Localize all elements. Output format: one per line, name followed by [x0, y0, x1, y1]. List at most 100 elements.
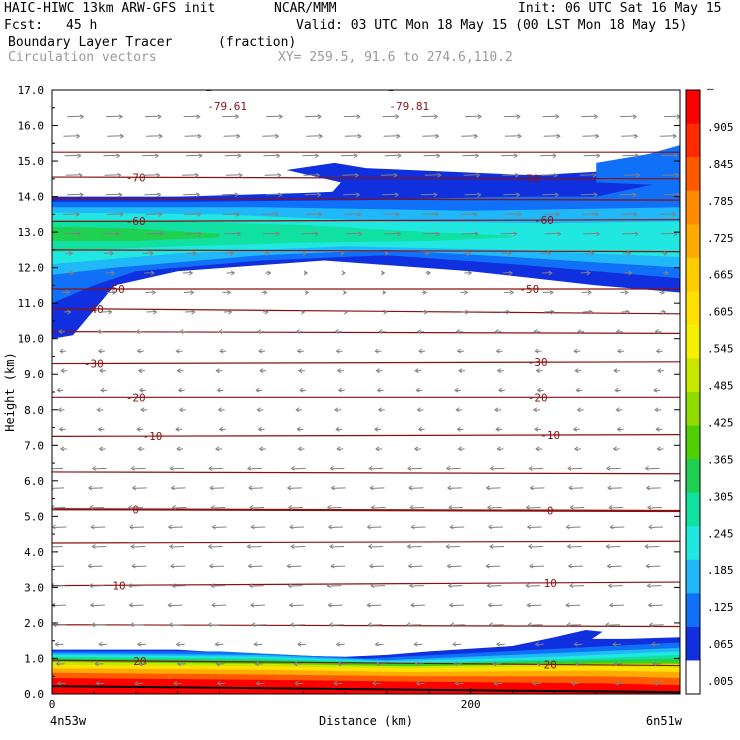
circulation-vector-head — [256, 329, 262, 335]
circulation-vector-head — [569, 583, 574, 589]
circulation-vector — [208, 624, 223, 626]
circulation-vector-head — [304, 290, 310, 295]
circulation-vector-head — [289, 524, 294, 530]
circulation-vector-head — [422, 290, 428, 295]
circulation-vector — [411, 526, 426, 529]
circulation-vector-head — [99, 368, 104, 374]
circulation-vector-head — [413, 446, 419, 452]
circulation-vector — [566, 526, 581, 529]
circulation-vector — [608, 585, 623, 587]
circulation-vector-head — [353, 153, 358, 159]
circulation-vector-head — [91, 465, 97, 471]
circulation-vector-head — [454, 387, 459, 393]
circulation-vector-head — [527, 622, 532, 628]
circulation-vector-head — [575, 387, 580, 393]
circulation-vector — [304, 115, 321, 118]
circulation-vector-head — [652, 661, 657, 667]
circulation-vector-head — [195, 192, 201, 198]
circulation-vector-head — [632, 114, 638, 120]
circulation-vector — [146, 311, 157, 313]
circulation-vector-head — [136, 348, 141, 354]
circulation-vector-head — [488, 524, 493, 530]
circulation-vector-head — [157, 192, 162, 198]
circulation-vector-head — [449, 524, 454, 530]
circulation-vector — [539, 154, 556, 157]
circulation-vector — [606, 467, 621, 470]
circulation-vector-head — [664, 270, 669, 276]
circulation-vector-head — [176, 368, 181, 374]
circulation-vector-head — [227, 290, 232, 295]
circulation-vector — [371, 585, 386, 587]
circulation-vector-head — [296, 426, 301, 432]
temperature-contour-label: -40 — [84, 303, 104, 316]
circulation-vector-head — [567, 465, 572, 471]
circulation-vector-head — [433, 192, 438, 198]
circulation-vector-head — [255, 387, 260, 393]
circulation-vector-head — [59, 446, 65, 452]
circulation-vector — [64, 154, 81, 157]
circulation-vector — [503, 193, 520, 196]
circulation-vector-head — [215, 446, 220, 452]
circulation-vector — [263, 232, 280, 235]
circulation-vector — [488, 604, 503, 607]
circulation-vector — [142, 154, 159, 157]
circulation-vector — [422, 135, 439, 137]
circulation-vector-head — [414, 368, 419, 374]
circulation-vector-head — [369, 563, 374, 569]
circulation-vector-head — [653, 387, 658, 393]
circulation-vector-head — [573, 348, 578, 354]
circulation-vector-head — [655, 348, 660, 354]
circulation-vector-head — [192, 251, 198, 256]
circulation-vector — [342, 174, 359, 176]
y-tick-label: 10.0 — [18, 333, 45, 346]
circulation-vector-head — [450, 622, 455, 628]
circulation-vector — [186, 252, 197, 254]
circulation-vector-head — [330, 563, 335, 569]
circulation-vector-head — [615, 407, 620, 413]
circulation-vector — [247, 467, 262, 470]
x-tick-label: 0 — [49, 698, 56, 711]
circulation-vector — [502, 174, 519, 176]
circulation-vector — [131, 467, 146, 470]
circulation-vector-head — [57, 407, 62, 413]
circulation-vector — [221, 193, 239, 196]
circulation-vector-head — [286, 485, 292, 491]
circulation-vector-head — [383, 309, 388, 315]
circulation-vector — [447, 487, 462, 489]
circulation-vector — [409, 585, 424, 587]
circulation-vector-head — [454, 680, 459, 686]
circulation-vector-head — [648, 622, 654, 628]
circulation-vector-head — [295, 407, 300, 413]
circulation-vector — [331, 487, 346, 489]
circulation-vector-head — [335, 641, 341, 647]
circulation-vector — [420, 193, 437, 196]
circulation-vector-head — [456, 426, 461, 432]
circulation-vector-head — [535, 661, 541, 667]
circulation-vector-head — [395, 211, 401, 217]
circulation-vector-head — [416, 407, 421, 413]
circulation-vector — [302, 154, 319, 157]
circulation-vector-head — [474, 231, 479, 237]
circulation-vector-head — [627, 251, 632, 256]
y-tick-label: 14.0 — [18, 191, 45, 204]
circulation-vector-head — [605, 465, 611, 471]
circulation-vector-head — [169, 544, 174, 549]
circulation-vector-head — [95, 680, 100, 686]
circulation-vector-head — [55, 661, 60, 667]
circulation-vector — [568, 565, 583, 568]
circulation-vector — [542, 115, 559, 118]
circulation-vector-head — [60, 368, 65, 374]
circulation-vector-head — [288, 505, 293, 510]
circulation-vector-head — [209, 485, 214, 491]
circulation-vector-head — [247, 563, 252, 569]
circulation-vector-head — [613, 661, 618, 667]
circulation-vector — [172, 585, 187, 587]
circulation-vector-head — [290, 544, 295, 549]
circulation-vector-head — [651, 641, 656, 647]
colorbar-swatch — [686, 559, 700, 594]
circulation-vector-head — [236, 133, 241, 139]
circulation-vector-head — [516, 114, 521, 120]
circulation-vector — [409, 487, 424, 489]
circulation-vector — [129, 604, 144, 607]
colorbar-label: .185 — [707, 564, 734, 577]
